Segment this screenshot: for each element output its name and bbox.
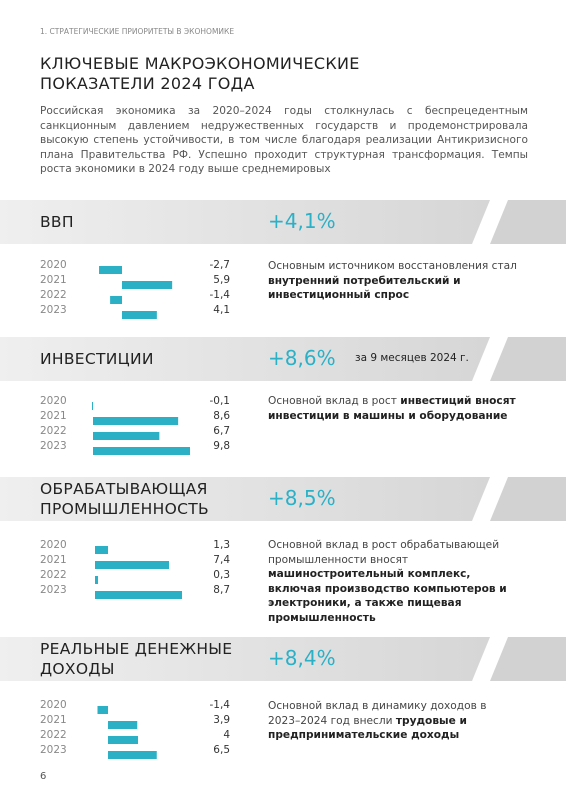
note: за 9 месяцев 2024 г. — [355, 352, 469, 364]
value-label: 8,6 — [213, 410, 230, 422]
bar — [93, 417, 179, 425]
headline-value: +8,6% — [268, 346, 336, 370]
section-title: ИНВЕСТИЦИИ — [40, 349, 154, 369]
bar — [95, 561, 169, 569]
title-line: РЕАЛЬНЫЕ ДЕНЕЖНЫЕ — [40, 640, 233, 658]
header-band — [0, 637, 490, 681]
intro: Российская экономика за 2020–2024 годы с… — [40, 105, 528, 175]
year-label: 2020 — [40, 259, 67, 271]
value-label: 4 — [223, 729, 230, 741]
value-label: 7,4 — [213, 554, 230, 566]
description-part: инвестиций вносят инвестиции в машины и … — [268, 395, 516, 422]
bar — [95, 576, 98, 584]
year-label: 2021 — [40, 410, 67, 422]
description: Основной вклад в рост обрабатывающей про… — [268, 538, 518, 625]
description-part: трудовые и предпринимательские доходы — [268, 714, 467, 742]
value-label: 5,9 — [213, 274, 230, 286]
value-label: 8,7 — [213, 584, 230, 596]
section-title: ВВП — [40, 212, 74, 232]
description-part: Основной вклад в рост обрабатывающей про… — [268, 539, 500, 566]
bar — [97, 706, 108, 714]
section-title: РЕАЛЬНЫЕ ДЕНЕЖНЫЕ ДОХОДЫ — [40, 639, 232, 679]
bar-chart — [92, 402, 191, 455]
value-label: 1,3 — [213, 539, 230, 551]
value-label: 9,8 — [213, 440, 230, 452]
value-label: -2,7 — [209, 259, 231, 271]
year-label: 2022 — [40, 289, 67, 301]
year-label: 2023 — [40, 744, 67, 756]
page-title: КЛЮЧЕВЫЕ МАКРОЭКОНОМИЧЕСКИЕ ПОКАЗАТЕЛИ 2… — [40, 54, 360, 94]
bar — [95, 591, 182, 599]
year-label: 2023 — [40, 304, 67, 316]
bar — [93, 432, 160, 440]
year-label: 2021 — [40, 554, 67, 566]
bar — [122, 311, 157, 319]
bar — [92, 402, 94, 410]
title-line: ОБРАБАТЫВАЮЩАЯ — [40, 480, 208, 498]
title-line: ДОХОДЫ — [40, 660, 115, 678]
description: Основным источником восстановления стал … — [268, 259, 518, 303]
header-band — [0, 337, 490, 381]
year-label: 2023 — [40, 440, 67, 452]
value-label: 0,3 — [213, 569, 230, 581]
value-label: -0,1 — [209, 395, 231, 407]
bar — [122, 281, 173, 289]
bar-chart — [97, 706, 157, 759]
description-part: машиностроительный комплекс, включая про… — [268, 568, 507, 624]
description-part: Основной вклад в динамику доходов в 2023… — [268, 700, 487, 727]
year-label: 2022 — [40, 569, 67, 581]
title-line: ВВП — [40, 213, 74, 231]
bar — [93, 447, 191, 455]
year-label: 2020 — [40, 539, 67, 551]
bar — [99, 266, 122, 274]
bar — [110, 296, 122, 304]
year-label: 2021 — [40, 714, 67, 726]
bar — [95, 546, 108, 554]
section-label: 1. СТРАТЕГИЧЕСКИЕ ПРИОРИТЕТЫ В ЭКОНОМИКЕ — [40, 27, 235, 36]
description-part: Основным источником восстановления стал — [268, 260, 517, 272]
header-band — [0, 200, 490, 244]
section-title: ОБРАБАТЫВАЮЩАЯ ПРОМЫШЛЕННОСТЬ — [40, 479, 209, 519]
title-line: ИНВЕСТИЦИИ — [40, 350, 154, 368]
bar-chart — [95, 546, 182, 599]
value-label: 6,5 — [213, 744, 230, 756]
title-line: КЛЮЧЕВЫЕ МАКРОЭКОНОМИЧЕСКИЕ — [40, 54, 360, 73]
year-label: 2022 — [40, 729, 67, 741]
headline-value: +8,5% — [268, 486, 336, 510]
bar — [108, 751, 157, 759]
year-label: 2021 — [40, 274, 67, 286]
headline-value: +8,4% — [268, 646, 336, 670]
bar — [108, 721, 138, 729]
year-label: 2020 — [40, 395, 67, 407]
year-label: 2023 — [40, 584, 67, 596]
description-part: Основной вклад в рост — [268, 395, 401, 407]
title-line: ПРОМЫШЛЕННОСТЬ — [40, 500, 209, 518]
page-number: 6 — [40, 771, 47, 782]
value-label: 4,1 — [213, 304, 230, 316]
headline-value: +4,1% — [268, 209, 336, 233]
title-line: ПОКАЗАТЕЛИ 2024 ГОДА — [40, 74, 255, 93]
bar — [108, 736, 138, 744]
value-label: 3,9 — [213, 714, 230, 726]
description: Основной вклад в рост инвестиций вносят … — [268, 394, 518, 423]
bar-chart — [99, 266, 173, 319]
header-band — [0, 477, 490, 521]
description-part: внутренний потребительский и инвестицион… — [268, 274, 461, 302]
description: Основной вклад в динамику доходов в 2023… — [268, 699, 518, 743]
value-label: 6,7 — [213, 425, 230, 437]
value-label: -1,4 — [209, 289, 231, 301]
year-label: 2022 — [40, 425, 67, 437]
value-label: -1,4 — [209, 699, 231, 711]
year-label: 2020 — [40, 699, 67, 711]
